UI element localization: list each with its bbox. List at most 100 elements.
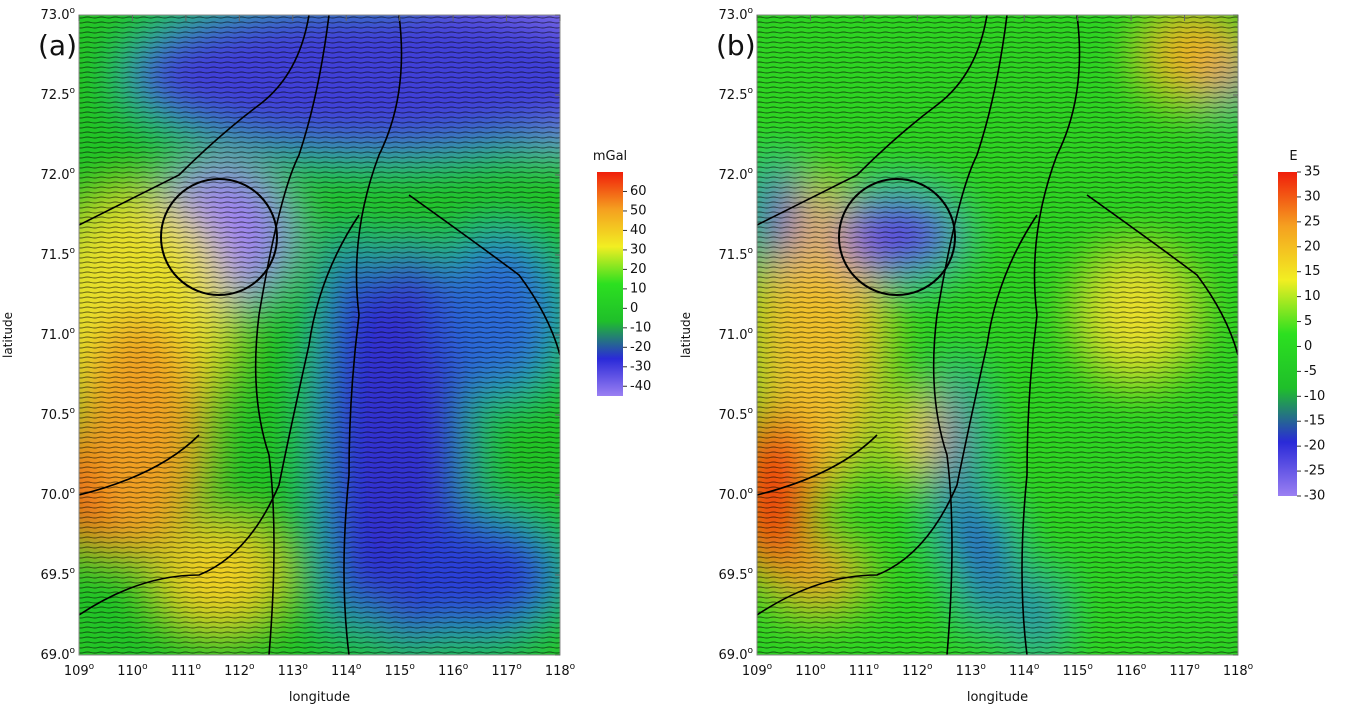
y-tick-label: 69.0 <box>719 648 748 663</box>
crater-outline <box>838 178 956 296</box>
colorbar-tick-label: 40 <box>630 223 647 238</box>
y-tick-label: 71.0 <box>41 328 70 343</box>
y-axis-title: latitude <box>1 312 15 358</box>
y-tick-label: 70.5 <box>41 408 70 423</box>
degree-mark: o <box>747 406 753 416</box>
y-tick-label: 72.5o <box>719 86 754 103</box>
degree-mark: o <box>1194 662 1200 672</box>
y-tick-label: 69.0o <box>719 646 754 663</box>
river <box>932 15 1008 655</box>
degree-mark: o <box>874 662 880 672</box>
colorbar-tick-label: 35 <box>1304 165 1321 180</box>
panel-label: (b) <box>716 29 756 62</box>
y-tick-label: 71.0 <box>719 328 748 343</box>
degree-mark: o <box>69 646 75 656</box>
degree-mark: o <box>69 6 75 16</box>
y-tick-label: 69.5 <box>719 568 748 583</box>
y-axis-title: latitude <box>679 312 693 358</box>
y-tick-label: 71.5o <box>41 246 76 263</box>
colorbar-tick-label: -5 <box>1304 364 1317 379</box>
x-tick-label: 115 <box>1062 664 1087 679</box>
x-tick-label: 115o <box>384 662 415 679</box>
colorbar <box>597 172 623 396</box>
x-tick-label: 109 <box>742 664 767 679</box>
degree-mark: o <box>249 662 255 672</box>
colorbar-tick-label: 10 <box>630 281 647 296</box>
x-tick-label: 114 <box>1009 664 1034 679</box>
river <box>757 434 878 496</box>
x-axis-title: longitude <box>289 690 350 705</box>
colorbar-tick-label: -10 <box>630 320 651 335</box>
x-tick-label: 117o <box>1169 662 1200 679</box>
colorbar-tick-label: 0 <box>630 301 638 316</box>
y-tick-label: 73.0o <box>719 6 754 23</box>
x-tick-label: 113o <box>278 662 309 679</box>
colorbar-tick-label: -10 <box>1304 389 1325 404</box>
degree-mark: o <box>69 166 75 176</box>
y-tick-label: 73.0 <box>41 8 70 23</box>
degree-mark: o <box>747 566 753 576</box>
y-tick-label: 72.5o <box>41 86 76 103</box>
degree-mark: o <box>69 246 75 256</box>
colorbar-tick-label: 20 <box>630 262 647 277</box>
x-tick-label: 113 <box>956 664 981 679</box>
y-tick-label: 70.5o <box>719 406 754 423</box>
contour-hatching <box>757 15 1238 655</box>
colorbar-tick-label: 30 <box>630 242 647 257</box>
colorbar-title: E <box>1289 149 1297 164</box>
x-tick-label: 111o <box>849 662 880 679</box>
x-tick-label: 114o <box>331 662 362 679</box>
contour-hatching <box>79 15 560 655</box>
x-tick-label: 118 <box>1223 664 1248 679</box>
colorbar-title: mGal <box>593 149 627 164</box>
colorbar-tick-label: 0 <box>1304 339 1312 354</box>
y-tick-label: 69.5o <box>41 566 76 583</box>
degree-mark: o <box>1087 662 1093 672</box>
degree-mark: o <box>142 662 148 672</box>
crater-outline <box>160 178 278 296</box>
x-tick-label: 116 <box>1116 664 1141 679</box>
x-tick-label: 111 <box>849 664 874 679</box>
river <box>79 434 200 496</box>
y-tick-label: 71.5o <box>719 246 754 263</box>
degree-mark: o <box>69 406 75 416</box>
colorbar-tick-label: 60 <box>630 184 647 199</box>
x-tick-label: 117o <box>491 662 522 679</box>
river <box>1086 194 1238 356</box>
degree-mark: o <box>570 662 576 672</box>
river <box>343 15 403 655</box>
colorbar-tick-label: 10 <box>1304 289 1321 304</box>
x-tick-label: 118 <box>545 664 570 679</box>
y-tick-label: 73.0 <box>719 8 748 23</box>
y-tick-label: 70.0 <box>41 488 70 503</box>
degree-mark: o <box>356 662 362 672</box>
y-tick-label: 69.5o <box>719 566 754 583</box>
y-tick-label: 73.0o <box>41 6 76 23</box>
y-tick-label: 69.0 <box>41 648 70 663</box>
x-tick-label: 109 <box>64 664 89 679</box>
degree-mark: o <box>980 662 986 672</box>
y-tick-label: 70.0 <box>719 488 748 503</box>
degree-mark: o <box>463 662 469 672</box>
y-tick-label: 72.0o <box>41 166 76 183</box>
colorbar-tick-label: -15 <box>1304 414 1325 429</box>
colorbar-tick-label: 50 <box>630 203 647 218</box>
degree-mark: o <box>1248 662 1254 672</box>
y-tick-label: 70.0o <box>41 486 76 503</box>
x-tick-label: 118o <box>1223 662 1254 679</box>
colorbar-tick-label: -20 <box>1304 439 1325 454</box>
y-tick-label: 72.5 <box>41 88 70 103</box>
x-tick-label: 116 <box>438 664 463 679</box>
y-tick-label: 71.0o <box>719 326 754 343</box>
colorbar-tick-label: -30 <box>630 359 651 374</box>
degree-mark: o <box>1141 662 1147 672</box>
x-tick-label: 113o <box>956 662 987 679</box>
x-tick-label: 114 <box>331 664 356 679</box>
river <box>757 214 1038 616</box>
x-tick-label: 116o <box>438 662 469 679</box>
field <box>79 15 560 655</box>
colorbar-tick-label: -20 <box>630 340 651 355</box>
degree-mark: o <box>1034 662 1040 672</box>
degree-mark: o <box>69 566 75 576</box>
